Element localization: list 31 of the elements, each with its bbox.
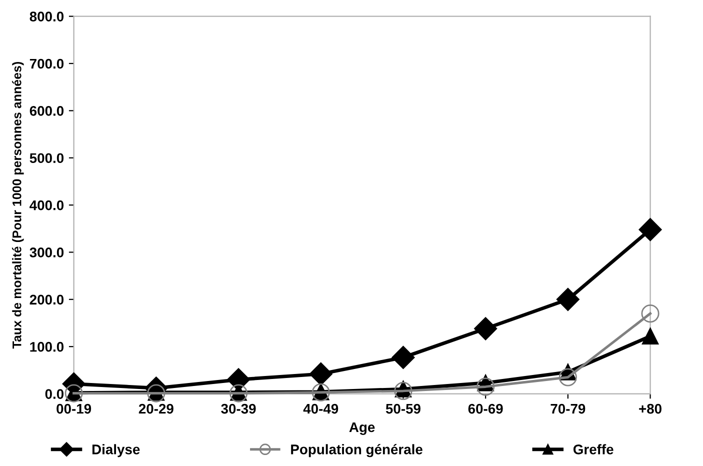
legend-label: Population générale <box>291 444 422 458</box>
point <box>474 317 498 340</box>
y-tick-label: 100.0 <box>30 342 64 352</box>
y-axis-title: Taux de mortalité (Pour 1000 personnes années) <box>12 62 24 349</box>
point <box>558 368 577 386</box>
x-tick-label: 60-69 <box>468 404 503 414</box>
legend-label: Greffe <box>573 444 614 454</box>
point <box>476 378 495 396</box>
point <box>642 328 659 345</box>
y-tick-label: 800.0 <box>30 12 64 22</box>
y-tick-label: 600.0 <box>30 106 64 116</box>
y-tick-label: 0.0 <box>45 389 64 399</box>
y-tick-label: 200.0 <box>30 294 64 305</box>
x-tick-label: 20-29 <box>138 404 174 414</box>
x-tick-label: 00-19 <box>56 404 92 414</box>
x-tick-label: 50-59 <box>386 404 420 414</box>
y-tick-label: 400.0 <box>30 200 64 210</box>
y-tick-label: 300.0 <box>30 248 64 258</box>
y-tick-label: 500.0 <box>30 153 64 164</box>
y-tick-label: 700.0 <box>30 58 64 69</box>
x-tick-label: +80 <box>639 404 662 414</box>
point <box>556 288 580 311</box>
x-tick-label: 70-79 <box>550 404 586 414</box>
x-tick-label: 40-49 <box>303 404 338 414</box>
point <box>641 304 660 323</box>
point <box>392 346 415 369</box>
x-axis-title: Age <box>349 422 375 435</box>
point <box>638 218 662 242</box>
legend-label: Dialyse <box>92 444 140 458</box>
x-tick-label: 30-39 <box>221 404 256 414</box>
point <box>309 362 332 386</box>
